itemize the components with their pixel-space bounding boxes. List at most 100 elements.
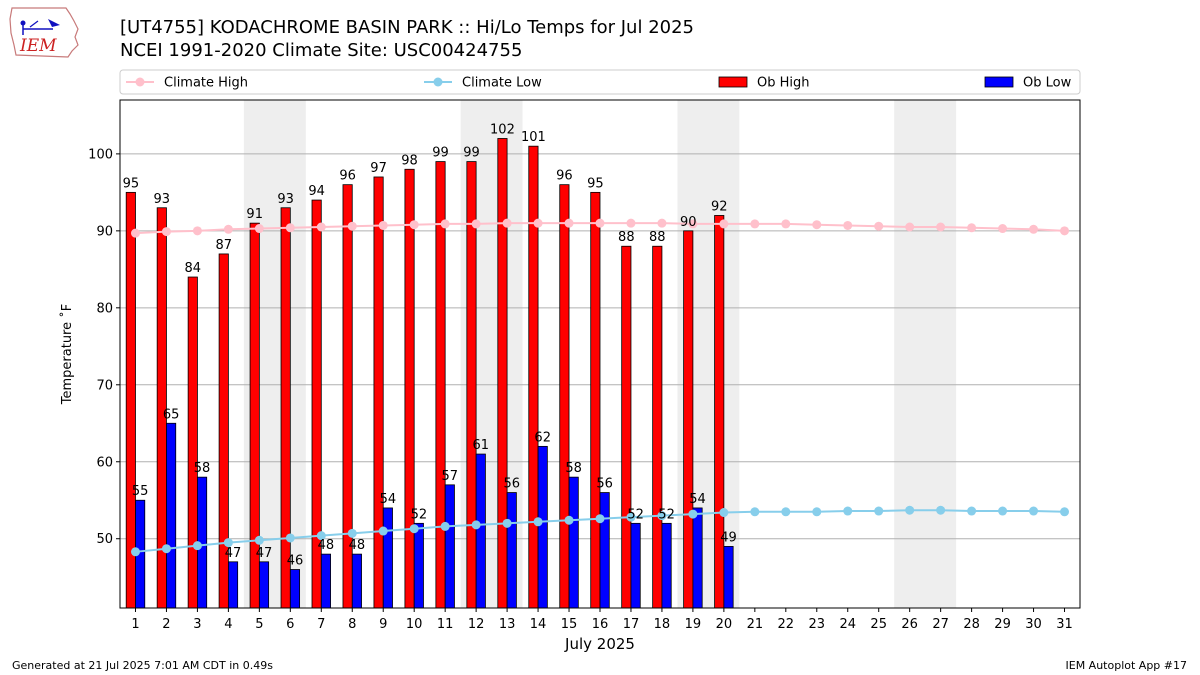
ob-high-label: 98 <box>401 153 418 168</box>
legend: Climate High Climate Low Ob High Ob Low <box>119 69 1081 95</box>
climate-low-point <box>316 531 326 541</box>
ob-high-bar <box>187 276 198 609</box>
x-tick-label: 2 <box>162 617 170 632</box>
legend-climate-low-swatch-marker <box>433 77 443 87</box>
climate-low-point <box>502 518 512 528</box>
climate-high-point <box>719 219 729 229</box>
climate-low-point <box>998 506 1008 516</box>
ob-low-bar <box>227 561 239 609</box>
x-tick-label: 5 <box>255 617 263 632</box>
climate-low-point <box>533 517 543 527</box>
climate-high-point <box>750 219 760 229</box>
ob-high-label: 96 <box>339 169 356 184</box>
ob-low-label: 48 <box>349 538 366 553</box>
climate-high-point <box>812 220 822 230</box>
y-tick-label: 90 <box>96 224 113 239</box>
y-axis: 50 60 70 80 90 100 <box>88 147 120 547</box>
ob-high-label: 95 <box>587 176 604 191</box>
y-tick-label: 70 <box>96 378 113 393</box>
climate-high-point <box>502 218 512 228</box>
climate-high-point <box>316 222 326 232</box>
ob-high-bar <box>714 215 725 609</box>
x-tick-label: 30 <box>1025 617 1042 632</box>
climate-low-point <box>440 521 450 531</box>
x-tick-label: 11 <box>437 617 454 632</box>
ob-high-label: 87 <box>215 238 232 253</box>
ob-low-label: 55 <box>132 484 149 499</box>
climate-low-point <box>192 541 202 551</box>
chart-subtitle: NCEI 1991-2020 Climate Site: USC00424755 <box>120 40 523 61</box>
ob-high-label: 93 <box>277 192 294 207</box>
legend-box <box>119 69 1081 95</box>
app-credit: IEM Autoplot App #17 <box>1065 659 1188 672</box>
weekend-shade <box>894 100 957 608</box>
climate-high-point <box>781 219 791 229</box>
ob-high-bar <box>559 184 570 609</box>
climate-high-point <box>378 220 388 230</box>
ob-high-label: 88 <box>618 230 635 245</box>
climate-low-point <box>626 512 636 522</box>
climate-high-point <box>254 224 264 234</box>
climate-high-point <box>688 219 698 229</box>
legend-climate-low-label: Climate Low <box>462 76 542 91</box>
ob-high-label: 84 <box>185 261 202 276</box>
climate-high-point <box>874 221 884 231</box>
x-tick-label: 19 <box>685 617 702 632</box>
ob-low-label: 46 <box>287 554 304 569</box>
ob-low-bar <box>444 484 455 609</box>
x-axis-label: July 2025 <box>564 635 635 653</box>
ob-high-label: 101 <box>521 130 546 145</box>
legend-ob-low-label: Ob Low <box>1023 76 1072 91</box>
ob-low-label: 58 <box>565 461 582 476</box>
climate-lines <box>130 218 1070 557</box>
ob-low-bar <box>506 492 517 609</box>
climate-low-point <box>781 507 791 517</box>
climate-high-point <box>130 228 140 238</box>
legend-ob-high-swatch <box>718 76 748 88</box>
climate-high-point <box>471 219 481 229</box>
climate-low-point <box>161 544 171 554</box>
ob-high-label: 91 <box>246 207 263 222</box>
ob-low-label: 47 <box>256 546 273 561</box>
ob-low-bar <box>320 553 331 609</box>
legend-ob-high-label: Ob High <box>757 76 810 91</box>
ob-low-bar <box>692 507 703 609</box>
climate-low-point <box>254 535 264 545</box>
x-tick-label: 4 <box>224 617 232 632</box>
ob-low-label: 56 <box>596 477 613 492</box>
ob-low-label: 61 <box>473 438 490 453</box>
ob-low-label: 48 <box>318 538 335 553</box>
climate-high-point <box>192 226 202 236</box>
climate-low-point <box>688 509 698 519</box>
climate-low-point <box>657 511 667 521</box>
ob-low-bar <box>382 507 393 609</box>
ob-low-bar <box>661 522 672 609</box>
x-tick-label: 27 <box>932 617 949 632</box>
ob-high-label: 88 <box>649 230 666 245</box>
ob-high-label: 96 <box>556 169 573 184</box>
climate-low-point <box>409 524 419 534</box>
chart-title: [UT4755] KODACHROME BASIN PARK :: Hi/Lo … <box>120 17 694 38</box>
ob-low-bar <box>568 476 579 609</box>
ob-low-label: 62 <box>534 430 551 445</box>
x-tick-label: 9 <box>379 617 387 632</box>
ob-high-bar <box>466 161 477 609</box>
ob-high-bar <box>404 168 415 609</box>
climate-low-point <box>347 528 357 538</box>
climate-low-point <box>471 520 481 530</box>
climate-high-point <box>440 219 450 229</box>
ob-high-label: 97 <box>370 161 387 176</box>
generated-timestamp: Generated at 21 Jul 2025 7:01 AM CDT in … <box>12 659 273 672</box>
ob-high-bar <box>435 161 446 609</box>
y-axis-label: Temperature ˚F <box>59 304 75 405</box>
ob-low-label: 54 <box>380 492 397 507</box>
climate-high-point <box>936 222 946 232</box>
ob-high-bar <box>683 230 694 609</box>
ob-low-bar <box>599 492 610 609</box>
climate-low-point <box>812 507 822 517</box>
climate-low-point <box>750 507 760 517</box>
climate-high-point <box>223 224 233 234</box>
legend-climate-high-label: Climate High <box>164 76 248 91</box>
x-tick-label: 22 <box>778 617 795 632</box>
